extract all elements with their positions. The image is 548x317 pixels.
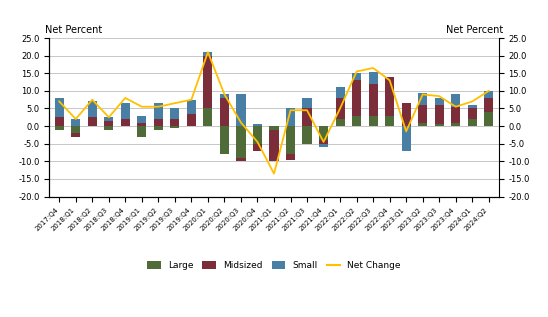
Bar	[203, 52, 213, 56]
Bar	[203, 56, 213, 108]
Bar	[286, 126, 295, 154]
Bar	[302, 108, 312, 126]
Bar	[253, 144, 262, 151]
Bar	[104, 117, 113, 121]
Bar	[220, 94, 229, 98]
Bar	[220, 98, 229, 126]
Bar	[154, 103, 163, 119]
Bar	[352, 73, 361, 80]
Bar	[220, 126, 229, 154]
Bar	[302, 126, 312, 144]
Bar	[467, 105, 477, 108]
Bar	[335, 98, 345, 119]
Bar	[435, 105, 444, 124]
Bar	[319, 144, 328, 147]
Bar	[467, 119, 477, 126]
Bar	[335, 87, 345, 98]
Bar	[71, 126, 81, 133]
Text: Net Percent: Net Percent	[446, 25, 503, 35]
Bar	[170, 108, 179, 119]
Bar	[352, 80, 361, 115]
Bar	[319, 126, 328, 140]
Bar	[402, 126, 410, 151]
Bar	[451, 107, 460, 123]
Bar	[286, 108, 295, 126]
Bar	[55, 98, 64, 117]
Bar	[270, 130, 278, 161]
Bar	[55, 126, 64, 130]
Bar	[88, 101, 97, 117]
Bar	[402, 103, 410, 126]
Bar	[435, 98, 444, 105]
Bar	[319, 140, 328, 144]
Bar	[418, 123, 427, 126]
Bar	[286, 154, 295, 159]
Bar	[352, 115, 361, 126]
Bar	[484, 112, 493, 126]
Bar	[170, 126, 179, 128]
Bar	[484, 98, 493, 112]
Bar	[121, 103, 130, 119]
Text: Net Percent: Net Percent	[45, 25, 102, 35]
Bar	[418, 93, 427, 105]
Bar	[55, 117, 64, 126]
Legend: Large, Midsized, Small, Net Change: Large, Midsized, Small, Net Change	[147, 261, 401, 270]
Bar	[71, 133, 81, 137]
Bar	[154, 126, 163, 130]
Bar	[435, 124, 444, 126]
Bar	[88, 117, 97, 126]
Bar	[418, 105, 427, 123]
Bar	[187, 114, 196, 126]
Bar	[253, 126, 262, 144]
Bar	[236, 94, 246, 126]
Bar	[369, 84, 378, 115]
Bar	[154, 119, 163, 126]
Bar	[385, 77, 394, 115]
Bar	[369, 115, 378, 126]
Bar	[484, 91, 493, 98]
Bar	[236, 158, 246, 161]
Bar	[385, 115, 394, 126]
Bar	[335, 119, 345, 126]
Bar	[253, 124, 262, 126]
Bar	[451, 123, 460, 126]
Bar	[138, 123, 146, 126]
Bar	[302, 98, 312, 108]
Bar	[369, 72, 378, 84]
Bar	[451, 94, 460, 107]
Bar	[170, 119, 179, 126]
Bar	[138, 126, 146, 137]
Bar	[121, 119, 130, 126]
Bar	[104, 126, 113, 130]
Bar	[236, 126, 246, 158]
Bar	[138, 115, 146, 123]
Bar	[187, 100, 196, 114]
Bar	[270, 126, 278, 130]
Bar	[104, 121, 113, 126]
Bar	[71, 119, 81, 126]
Bar	[467, 108, 477, 119]
Bar	[203, 108, 213, 126]
